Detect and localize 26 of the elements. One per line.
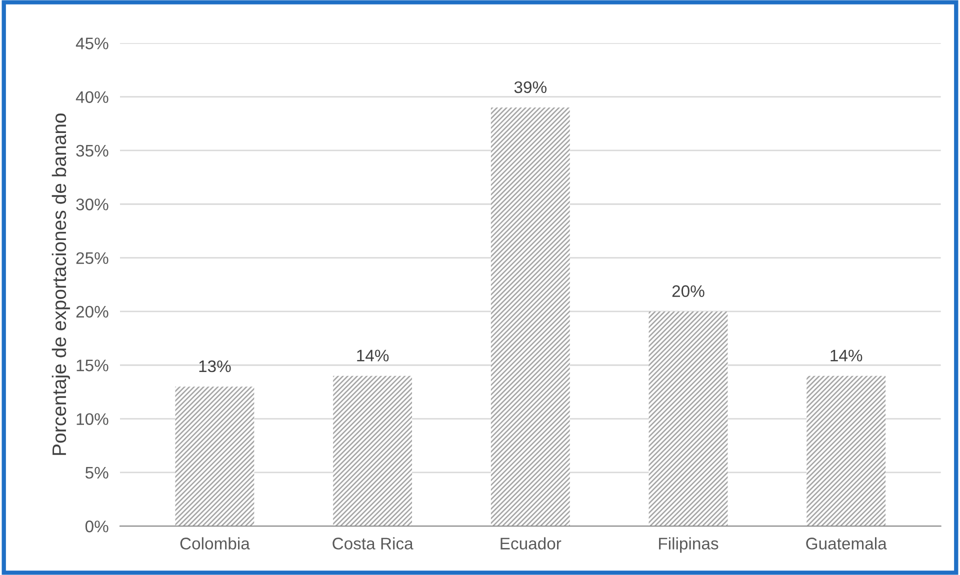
y-tick-label: 5% [85,466,108,479]
bar [333,376,412,526]
x-tick-label: Ecuador [500,537,562,550]
data-label: 14% [357,350,389,362]
bar [490,108,570,526]
x-tick-label: Filipinas [659,537,718,553]
x-tick-label: Guatemala [806,537,887,550]
bar [175,386,254,526]
x-tick-label: Colombia [180,537,250,550]
y-tick-label: 0% [85,520,108,532]
bar [648,311,728,526]
y-tick-label: 20% [76,306,108,318]
y-tick-label: 10% [76,413,108,425]
bar [806,376,886,526]
data-label: 20% [672,285,704,298]
y-tick-label: 40% [76,91,108,103]
y-axis-title: Porcentaje de exportaciones de banano [52,114,70,455]
y-tick-label: 15% [76,360,108,372]
data-label: 39% [514,81,546,94]
y-tick-label: 30% [76,198,108,210]
x-tick-label: Costa Rica [332,537,414,550]
y-tick-label: 35% [76,144,108,157]
data-label: 14% [830,350,862,362]
data-label: 13% [199,360,231,372]
y-tick-label: 25% [76,252,108,264]
y-tick-label: 45% [76,38,108,50]
